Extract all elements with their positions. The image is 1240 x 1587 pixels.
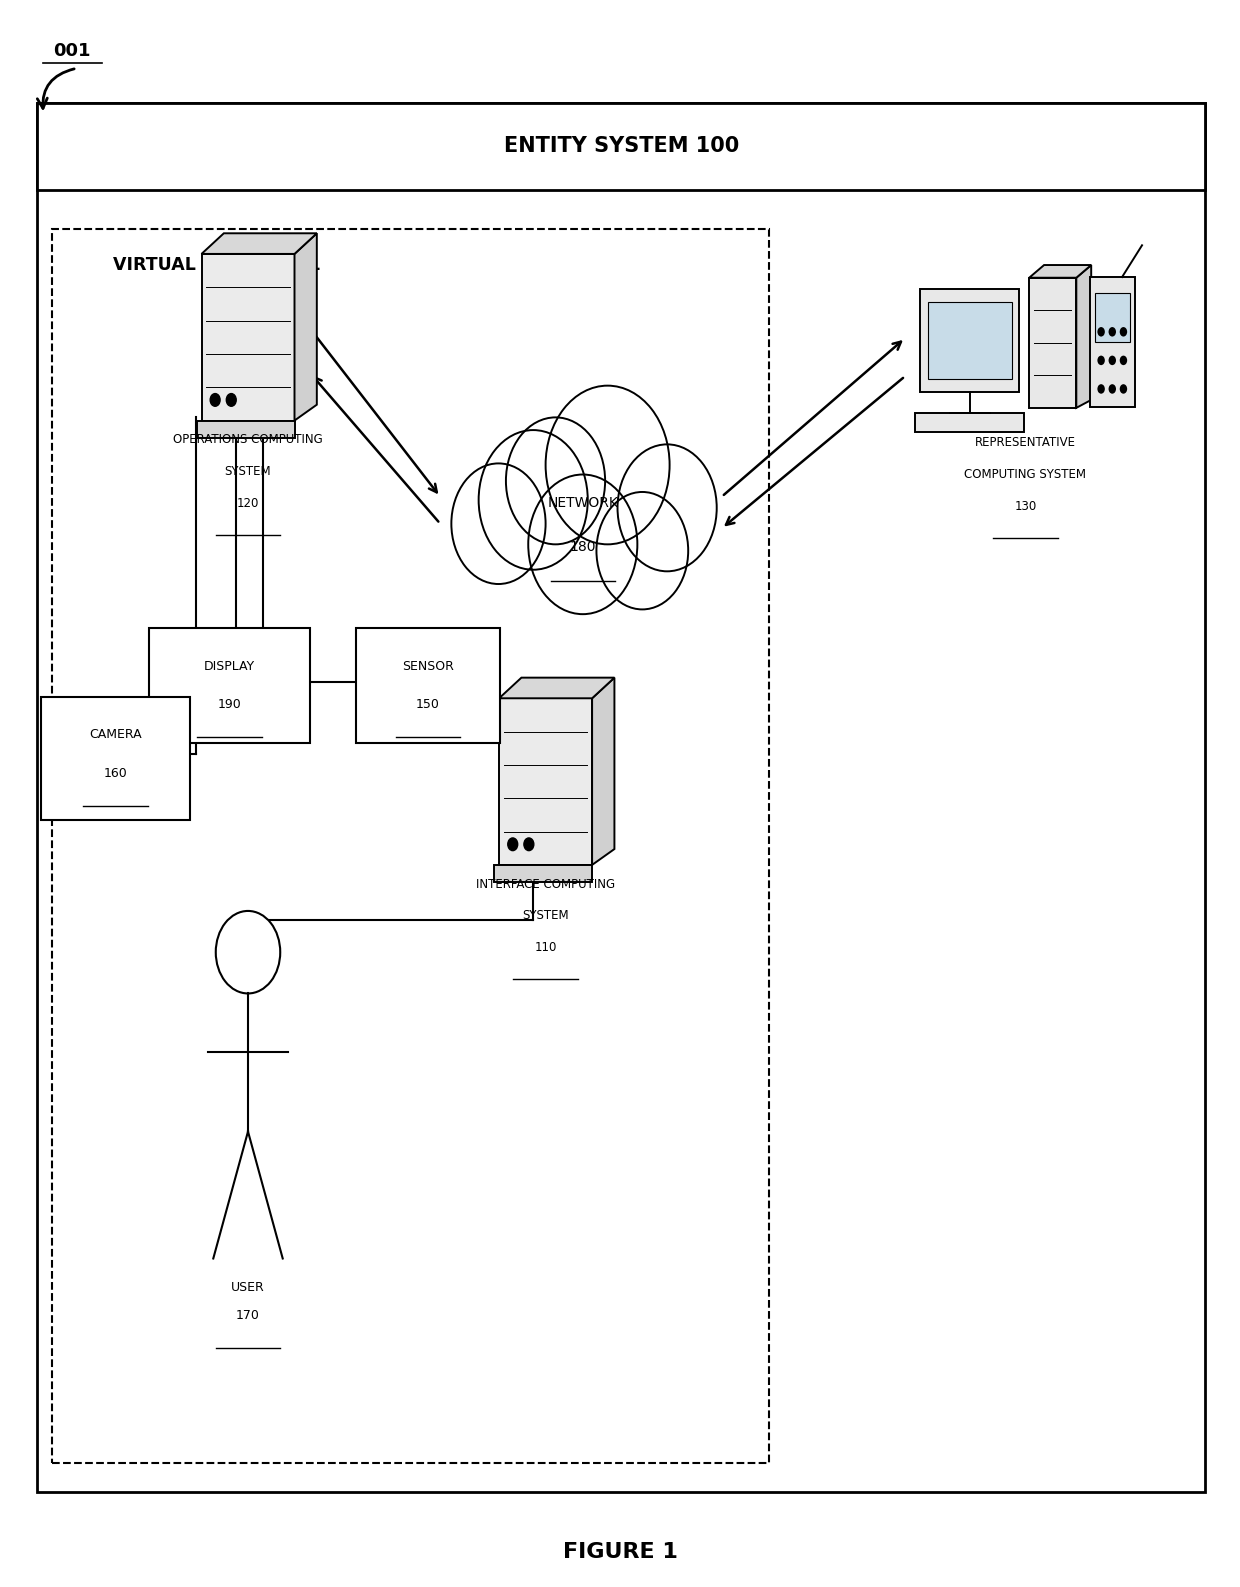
Text: INTERFACE COMPUTING: INTERFACE COMPUTING [476, 878, 615, 890]
Text: VIRTUAL CENTER 101: VIRTUAL CENTER 101 [113, 256, 321, 275]
Polygon shape [1076, 265, 1091, 408]
Polygon shape [498, 678, 615, 698]
Text: DISPLAY: DISPLAY [203, 660, 255, 673]
Text: SYSTEM: SYSTEM [522, 909, 569, 922]
Circle shape [216, 911, 280, 993]
Circle shape [1097, 384, 1105, 394]
Circle shape [1109, 355, 1116, 365]
Polygon shape [295, 233, 317, 421]
Text: 120: 120 [237, 497, 259, 509]
Circle shape [1120, 384, 1127, 394]
Bar [201, 254, 295, 421]
Polygon shape [201, 233, 317, 254]
Polygon shape [1029, 265, 1091, 278]
Text: 160: 160 [103, 767, 128, 779]
Circle shape [1097, 327, 1105, 336]
Bar [1029, 278, 1076, 408]
Text: 130: 130 [1014, 500, 1037, 513]
Bar [37, 103, 1205, 190]
Text: 150: 150 [415, 698, 440, 711]
Circle shape [508, 838, 518, 851]
Text: 110: 110 [534, 941, 557, 954]
Text: ENTITY SYSTEM 100: ENTITY SYSTEM 100 [503, 136, 739, 156]
Circle shape [1097, 355, 1105, 365]
Text: SYSTEM: SYSTEM [224, 465, 272, 478]
Text: 180: 180 [569, 540, 596, 554]
Bar [915, 413, 1024, 432]
Bar [37, 103, 1205, 1492]
Text: OPERATIONS COMPUTING: OPERATIONS COMPUTING [174, 433, 322, 446]
Bar [52, 229, 769, 1463]
Bar [498, 698, 593, 865]
Text: 001: 001 [53, 41, 91, 60]
Circle shape [528, 475, 637, 614]
Circle shape [479, 430, 588, 570]
Text: FIGURE 1: FIGURE 1 [563, 1543, 677, 1562]
Text: COMPUTING SYSTEM: COMPUTING SYSTEM [965, 468, 1086, 481]
Bar [41, 697, 190, 820]
Circle shape [451, 463, 546, 584]
Text: 170: 170 [236, 1309, 260, 1322]
Bar [494, 865, 593, 882]
Circle shape [1120, 327, 1127, 336]
Circle shape [226, 394, 237, 406]
Bar [920, 289, 1019, 392]
Circle shape [1120, 355, 1127, 365]
Bar [196, 421, 295, 438]
Text: REPRESENTATIVE: REPRESENTATIVE [975, 436, 1076, 449]
Text: SENSOR: SENSOR [402, 660, 454, 673]
Circle shape [211, 394, 221, 406]
Bar [356, 628, 500, 743]
Bar [928, 302, 1012, 379]
Text: 190: 190 [217, 698, 242, 711]
Circle shape [618, 444, 717, 571]
Circle shape [523, 838, 534, 851]
Polygon shape [593, 678, 615, 865]
Circle shape [506, 417, 605, 544]
Text: CAMERA: CAMERA [89, 728, 141, 741]
Bar [149, 628, 310, 743]
Bar [444, 432, 722, 614]
Bar [1095, 292, 1130, 343]
Circle shape [546, 386, 670, 544]
Bar [1090, 278, 1135, 408]
Circle shape [1109, 384, 1116, 394]
Text: NETWORK: NETWORK [547, 497, 619, 509]
Circle shape [596, 492, 688, 609]
Text: USER: USER [231, 1281, 265, 1293]
Circle shape [1109, 327, 1116, 336]
